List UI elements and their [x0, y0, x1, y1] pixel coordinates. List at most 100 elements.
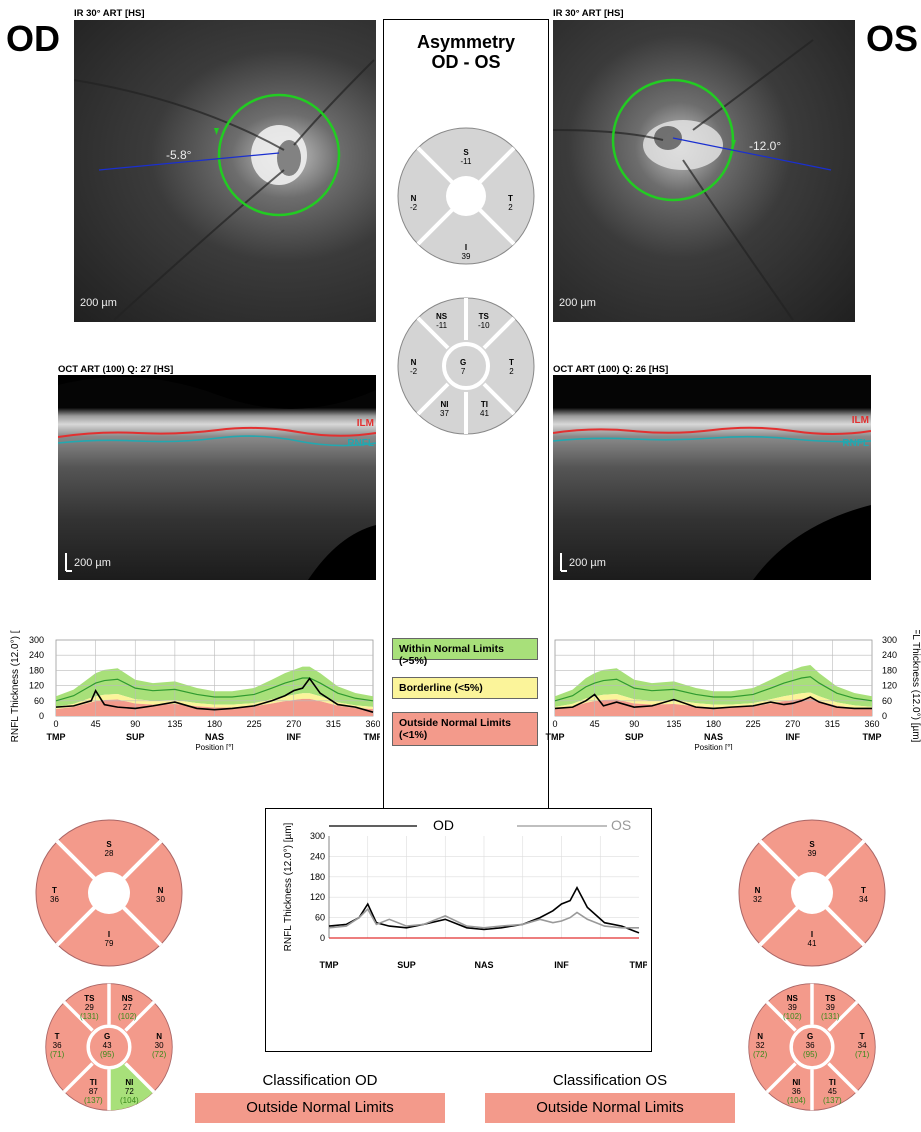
asym-sector-ti: 41	[480, 409, 489, 418]
x-tick-label: 315	[825, 719, 840, 729]
asym-quad-t: 2	[508, 203, 513, 212]
legend-os-label: OS	[611, 817, 631, 833]
region-label: SUP	[625, 732, 644, 742]
asymmetry-subtitle: OD - OS	[431, 52, 501, 72]
os-ir-title: IR 30° ART [HS]	[553, 8, 624, 19]
y-tick-label: 180	[310, 872, 325, 882]
region-label: INF	[554, 960, 569, 970]
od-label: OD	[6, 18, 60, 59]
od-sector-g-normal: (95)	[100, 1050, 115, 1059]
os-sector-t: 34	[857, 1041, 867, 1050]
region-label: NAS	[205, 732, 224, 742]
os-angle: -12.0°	[749, 139, 782, 153]
x-tick-label: 180	[706, 719, 721, 729]
od-sector-ts: 29	[84, 1003, 94, 1012]
od-quad-i: 79	[104, 939, 114, 948]
region-label: INF	[287, 732, 302, 742]
y-axis-label: RNFL Thickness (12.0°) [µm]	[283, 822, 294, 951]
od-sector-ti: 87	[88, 1087, 98, 1096]
asymmetry-title: Asymmetry	[416, 32, 516, 52]
od-quad-n: 30	[156, 895, 165, 904]
od-sector-n-normal: (72)	[152, 1050, 167, 1059]
x-tick-label: 180	[207, 719, 222, 729]
legend-outside-line1: Outside Normal Limits	[399, 717, 512, 729]
od-sector-ts-normal: (131)	[80, 1012, 99, 1021]
y-tick-label: 120	[310, 892, 325, 902]
asym-quad-s: -11	[460, 157, 472, 166]
os-oct-title: OCT ART (100) Q: 26 [HS]	[553, 364, 669, 375]
asym-sector-n: -2	[410, 367, 418, 376]
classification-od-title: Classification OD	[262, 1072, 378, 1089]
os-oct-scan: ILM RNFL 200 µm	[553, 375, 871, 580]
x-tick-label: 90	[130, 719, 140, 729]
x-tick-label: 225	[247, 719, 262, 729]
y-tick-label: 120	[882, 681, 897, 691]
od-sector-ns: 27	[122, 1003, 132, 1012]
od-oct-scale: 200 µm	[74, 557, 111, 569]
region-label: INF	[786, 732, 801, 742]
region-label: TMP	[630, 960, 648, 970]
region-label: SUP	[397, 960, 416, 970]
od-rnfl-label: RNFL	[347, 438, 374, 449]
os-sector-ns: 39	[787, 1003, 797, 1012]
x-tick-label: 225	[746, 719, 761, 729]
od-sector-ti-normal: (137)	[84, 1096, 103, 1105]
y-tick-label: 60	[34, 696, 44, 706]
asym-sector-ts: -10	[478, 321, 490, 330]
od-angle: -5.8°	[166, 148, 192, 162]
os-quad-t: 34	[859, 895, 868, 904]
asym-sector-t: 2	[509, 367, 514, 376]
asym-quad-i: 39	[461, 252, 471, 261]
region-label: TMP	[47, 732, 66, 742]
region-label: TMP	[546, 732, 565, 742]
od-sector-t: 36	[52, 1041, 62, 1050]
od-sector-ns-normal: (102)	[118, 1012, 137, 1021]
x-tick-label: 90	[629, 719, 639, 729]
x-tick-label: 360	[864, 719, 879, 729]
od-sector-circle	[34, 982, 184, 1132]
os-ir-scale: 200 µm	[559, 297, 596, 309]
od-quad-s: 28	[104, 849, 114, 858]
od-ir-title: IR 30° ART [HS]	[74, 8, 145, 19]
x-tick-label: 135	[666, 719, 681, 729]
x-tick-label: 0	[552, 719, 557, 729]
os-sector-ti: 45	[827, 1087, 837, 1096]
os-sector-ts-normal: (131)	[821, 1012, 840, 1021]
od-sector-ni: 72	[124, 1087, 134, 1096]
classification-od-value: Outside Normal Limits	[195, 1093, 445, 1123]
od-sector-t-normal: (71)	[50, 1050, 65, 1059]
od-sector-g: 43	[102, 1041, 112, 1050]
od-oct-title: OCT ART (100) Q: 27 [HS]	[58, 364, 174, 375]
od-quad-t: 36	[50, 895, 59, 904]
y-tick-label: 0	[39, 711, 44, 721]
region-label: SUP	[126, 732, 145, 742]
os-rnfl-chart: 0 60 120 180 240 300 0 45 90 135 180 225 270 315 360 TM…	[546, 630, 921, 750]
od-ilm-label: ILM	[356, 418, 374, 429]
os-oct-scale: 200 µm	[569, 557, 606, 569]
comparison-chart: OD OS 0 60 120 180 240 300 TMP SUP NAS INF TMP RNFL T…	[283, 817, 648, 970]
od-ir-scale: 200 µm	[80, 297, 117, 309]
legend-outside: Outside Normal Limits (<1%)	[392, 712, 538, 746]
classification-os-value: Outside Normal Limits	[485, 1093, 735, 1123]
os-sector-ni: 36	[791, 1087, 801, 1096]
legend-within: Within Normal Limits (>5%)	[392, 638, 538, 667]
asym-sector-ni: 37	[440, 409, 449, 418]
y-tick-label: 120	[29, 681, 44, 691]
x-axis-label: Position [°]	[694, 743, 732, 750]
asym-quad-n: -2	[410, 203, 418, 212]
od-rnfl-chart: 0 60 120 180 240 300 0 45 90 135 180 225 270 315 360 TM…	[10, 630, 381, 750]
region-label: TMP	[863, 732, 882, 742]
region-label: NAS	[474, 960, 493, 970]
od-fundus-image: -5.8° 200 µm	[74, 20, 376, 322]
legend-borderline: Borderline (<5%)	[392, 677, 538, 699]
y-tick-label: 180	[29, 665, 44, 675]
os-sector-g: 36	[805, 1041, 815, 1050]
x-tick-label: 45	[590, 719, 600, 729]
y-tick-label: 240	[310, 851, 325, 861]
y-axis-label: RNFL Thickness (12.0°) [µm]	[10, 630, 21, 742]
region-label: TMP	[320, 960, 339, 970]
y-tick-label: 60	[315, 913, 325, 923]
region-label: TMP	[364, 732, 381, 742]
